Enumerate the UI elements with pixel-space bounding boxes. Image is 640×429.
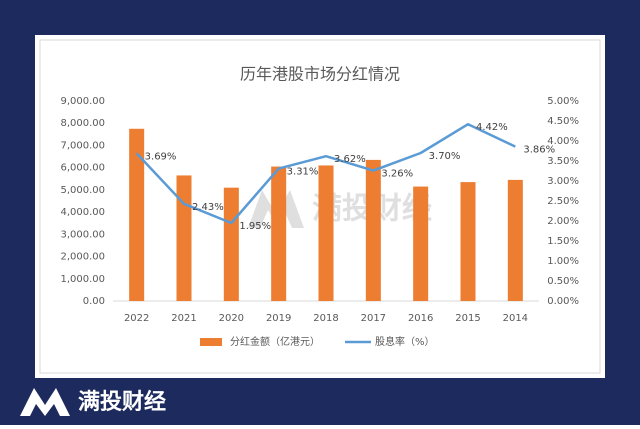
data-label: 3.70% bbox=[429, 151, 461, 162]
y-tick-label: 0.00 bbox=[83, 296, 105, 307]
data-label: 2.43% bbox=[192, 202, 224, 213]
bar bbox=[176, 175, 192, 301]
line bbox=[135, 122, 516, 225]
x-tick-label: 2019 bbox=[266, 313, 291, 324]
y-tick-label: 1,000.00 bbox=[60, 274, 105, 285]
y-tick-label: 6,000.00 bbox=[60, 163, 105, 174]
x-tick-label: 2018 bbox=[313, 313, 338, 324]
y2-tick-label: 1.50% bbox=[547, 236, 579, 247]
y2-tick-label: 2.50% bbox=[547, 196, 579, 207]
y2-tick-label: 0.00% bbox=[547, 296, 579, 307]
y-tick-label: 4,000.00 bbox=[60, 207, 105, 218]
y2-tick-label: 0.50% bbox=[547, 276, 579, 287]
legend-swatch bbox=[200, 338, 222, 346]
data-label: 3.86% bbox=[523, 145, 555, 156]
y-tick-label: 7,000.00 bbox=[60, 140, 105, 151]
logo-icon bbox=[20, 388, 70, 416]
data-label: 3.26% bbox=[381, 169, 413, 180]
y2-tick-label: 5.00% bbox=[547, 96, 579, 107]
watermark-icon bbox=[248, 190, 304, 228]
y2-tick-label: 3.50% bbox=[547, 156, 579, 167]
x-tick-label: 2014 bbox=[503, 313, 528, 324]
y2-tick-label: 4.00% bbox=[547, 136, 579, 147]
bar bbox=[460, 182, 476, 301]
chart-title: 历年港股市场分红情况 bbox=[240, 65, 400, 84]
data-label: 3.69% bbox=[145, 151, 177, 162]
data-label: 3.31% bbox=[287, 167, 319, 178]
bar bbox=[318, 165, 334, 301]
y2-tick-label: 1.00% bbox=[547, 256, 579, 267]
legend-label: 股息率（%） bbox=[375, 335, 435, 348]
data-label: 3.62% bbox=[334, 154, 366, 165]
bar bbox=[223, 187, 239, 301]
y-tick-label: 8,000.00 bbox=[60, 118, 105, 129]
y-tick-label: 2,000.00 bbox=[60, 252, 105, 263]
x-tick-label: 2020 bbox=[219, 313, 244, 324]
x-tick-label: 2016 bbox=[408, 313, 433, 324]
y2-tick-label: 2.00% bbox=[547, 216, 579, 227]
x-tick-label: 2015 bbox=[455, 313, 480, 324]
bar bbox=[413, 186, 429, 301]
y2-tick-label: 4.50% bbox=[547, 116, 579, 127]
x-tick-label: 2017 bbox=[361, 313, 386, 324]
data-label: 1.95% bbox=[239, 221, 271, 232]
logo-text: 满投财经 bbox=[78, 389, 166, 415]
bar bbox=[507, 179, 523, 301]
x-tick-label: 2022 bbox=[124, 313, 149, 324]
y-tick-label: 3,000.00 bbox=[60, 229, 105, 240]
data-label: 4.42% bbox=[476, 122, 508, 133]
chart-border bbox=[39, 39, 601, 374]
y-tick-label: 9,000.00 bbox=[60, 96, 105, 107]
bar bbox=[271, 166, 287, 301]
x-tick-label: 2021 bbox=[171, 313, 196, 324]
y-tick-label: 5,000.00 bbox=[60, 185, 105, 196]
y2-tick-label: 3.00% bbox=[547, 176, 579, 187]
bar bbox=[129, 128, 145, 301]
bar bbox=[365, 159, 381, 301]
legend-label: 分红金额（亿港元） bbox=[230, 335, 320, 348]
